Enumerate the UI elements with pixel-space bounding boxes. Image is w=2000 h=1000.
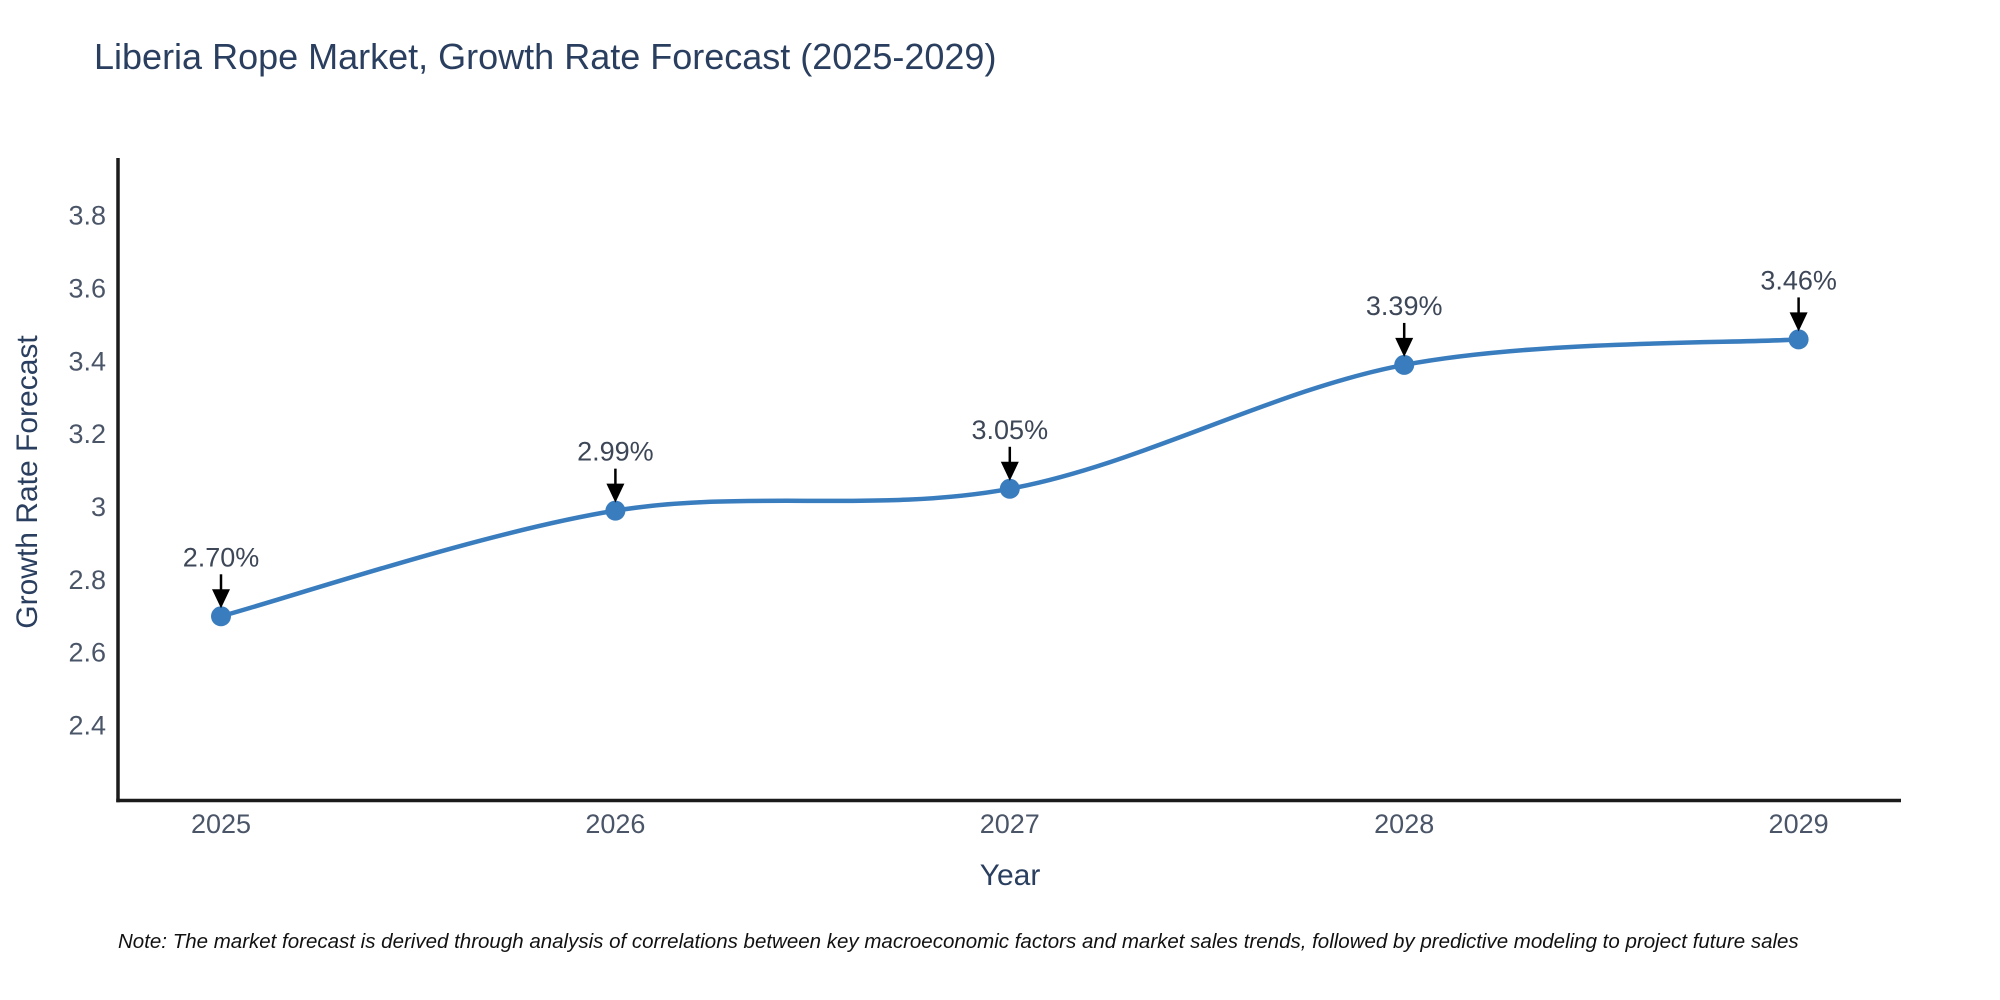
point-annotation-label: 2.99%: [577, 437, 654, 467]
point-annotation-label: 3.46%: [1760, 265, 1837, 295]
x-axis-title: Year: [979, 859, 1041, 892]
point-annotation-label: 2.70%: [183, 542, 260, 572]
y-tick-label: 2.8: [68, 565, 106, 595]
x-tick-label: 2026: [585, 809, 645, 839]
footnote: Note: The market forecast is derived thr…: [118, 930, 1799, 953]
y-tick-label: 3.2: [68, 419, 106, 449]
y-tick-label: 3.8: [68, 201, 106, 231]
y-tick-label: 3.6: [68, 273, 106, 303]
annotation-arrowhead-icon: [1395, 337, 1414, 357]
x-tick-label: 2029: [1769, 809, 1829, 839]
y-tick-label: 2.4: [68, 711, 106, 741]
annotation-arrowhead-icon: [212, 589, 230, 609]
data-point-marker-2027[interactable]: [999, 478, 1020, 499]
y-tick-label: 2.6: [68, 638, 106, 668]
point-annotation-label: 3.05%: [972, 415, 1049, 445]
x-tick-label: 2028: [1374, 809, 1434, 839]
chart-title: Liberia Rope Market, Growth Rate Forecas…: [94, 36, 997, 77]
y-tick-label: 3.4: [68, 346, 106, 376]
x-tick-label: 2027: [980, 809, 1040, 839]
annotation-arrowhead-icon: [1000, 461, 1019, 481]
data-point-marker-2029[interactable]: [1788, 329, 1809, 350]
x-tick-label: 2025: [191, 809, 251, 839]
data-point-marker-2025[interactable]: [211, 606, 231, 627]
y-axis-title: Growth Rate Forecast: [11, 335, 44, 629]
annotation-arrowhead-icon: [1789, 312, 1808, 332]
data-point-marker-2026[interactable]: [605, 500, 626, 521]
y-tick-label: 3: [91, 492, 106, 522]
data-point-marker-2028[interactable]: [1394, 354, 1415, 375]
annotation-arrowhead-icon: [606, 483, 625, 503]
point-annotation-label: 3.39%: [1366, 291, 1443, 321]
